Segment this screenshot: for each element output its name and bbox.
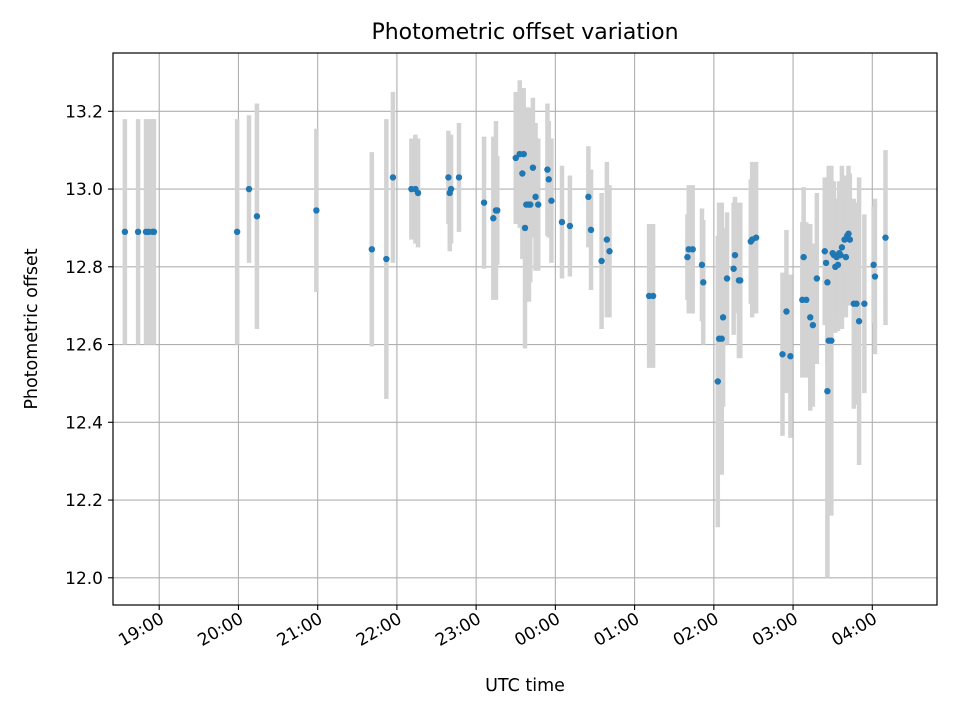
data-point	[535, 201, 542, 208]
data-point	[787, 353, 794, 360]
data-point	[807, 314, 814, 321]
data-point	[824, 387, 831, 395]
data-points	[121, 150, 889, 395]
data-point	[845, 230, 852, 237]
data-point	[719, 314, 727, 321]
x-tick-label: 03:00	[749, 609, 801, 651]
y-tick-label: 12.4	[65, 413, 103, 433]
data-point	[606, 248, 613, 255]
x-tick-label: 01:00	[591, 609, 643, 651]
y-axis-label: Photometric offset	[22, 248, 42, 409]
data-point	[828, 337, 835, 344]
data-point	[313, 207, 320, 214]
data-point	[490, 215, 497, 222]
data-point	[455, 174, 463, 181]
data-point	[855, 318, 863, 325]
data-point	[414, 189, 422, 197]
data-point	[545, 176, 552, 183]
data-point	[519, 170, 526, 177]
data-point	[824, 279, 831, 286]
data-point	[842, 253, 850, 261]
data-point	[532, 193, 539, 201]
data-point	[737, 277, 744, 284]
y-tick-label: 12.0	[65, 569, 103, 589]
x-tick-label: 20:00	[195, 609, 247, 651]
data-point	[134, 228, 142, 236]
data-point	[521, 224, 529, 232]
x-tick-label: 00:00	[511, 609, 563, 651]
x-tick-label: 21:00	[274, 609, 326, 651]
data-point	[150, 228, 158, 236]
data-point	[529, 164, 537, 171]
data-point	[520, 150, 527, 158]
y-tick-label: 12.8	[65, 258, 103, 278]
data-point	[846, 236, 854, 243]
data-point	[723, 275, 731, 282]
data-point	[714, 378, 721, 385]
data-point	[253, 213, 261, 220]
x-tick-label: 02:00	[670, 609, 722, 651]
data-point	[558, 218, 566, 226]
data-point	[834, 261, 842, 269]
x-tick-label: 23:00	[432, 609, 484, 651]
data-point	[684, 253, 691, 261]
data-point	[480, 199, 488, 206]
y-tick-label: 13.2	[65, 102, 103, 122]
data-point	[544, 166, 551, 173]
data-point	[731, 251, 739, 259]
data-point	[233, 228, 241, 236]
data-point	[822, 259, 830, 267]
data-point	[870, 261, 877, 269]
data-point	[447, 185, 455, 193]
plot-frame	[112, 52, 938, 606]
data-point	[718, 335, 725, 342]
x-axis-ticks: 19:00 20:00 21:00 22:00 23:00 00:00 01:00 02:00…	[115, 605, 881, 651]
data-point	[809, 321, 817, 329]
data-point	[585, 193, 592, 201]
y-tick-label: 13.0	[65, 180, 103, 200]
data-point	[837, 251, 844, 259]
x-axis-label: UTC time	[485, 676, 565, 696]
data-point	[700, 279, 707, 286]
data-point	[861, 300, 868, 307]
x-tick-label: 04:00	[828, 609, 880, 651]
y-axis-ticks: 12.0 12.2 12.4 12.6 12.8 13.0 13.2	[65, 102, 113, 589]
data-point	[649, 292, 657, 300]
data-point	[803, 296, 810, 304]
data-point	[527, 201, 534, 208]
data-point	[871, 273, 879, 280]
data-point	[445, 174, 452, 181]
data-point	[813, 275, 821, 282]
data-point	[730, 265, 737, 272]
data-point	[853, 300, 860, 307]
data-point	[800, 253, 807, 261]
y-tick-label: 12.2	[65, 491, 103, 511]
chart-title: Photometric offset variation	[371, 20, 678, 45]
data-point	[121, 228, 129, 236]
data-point	[548, 197, 555, 204]
data-point	[494, 207, 501, 214]
data-point	[752, 234, 760, 241]
data-point	[821, 248, 828, 255]
data-point	[587, 226, 595, 234]
data-point	[383, 255, 390, 263]
data-point	[882, 234, 889, 241]
data-point	[698, 261, 706, 269]
data-point	[689, 246, 696, 253]
data-point	[512, 154, 519, 162]
data-point	[779, 351, 786, 358]
data-point	[603, 236, 611, 243]
y-tick-label: 12.6	[65, 336, 103, 356]
data-point	[838, 244, 846, 251]
x-tick-label: 22:00	[353, 609, 405, 651]
data-point	[566, 222, 574, 230]
data-point	[389, 174, 397, 181]
data-point	[598, 257, 605, 265]
data-point	[245, 185, 253, 193]
data-point	[368, 246, 376, 253]
x-tick-label: 19:00	[115, 609, 167, 651]
data-point	[783, 308, 790, 315]
